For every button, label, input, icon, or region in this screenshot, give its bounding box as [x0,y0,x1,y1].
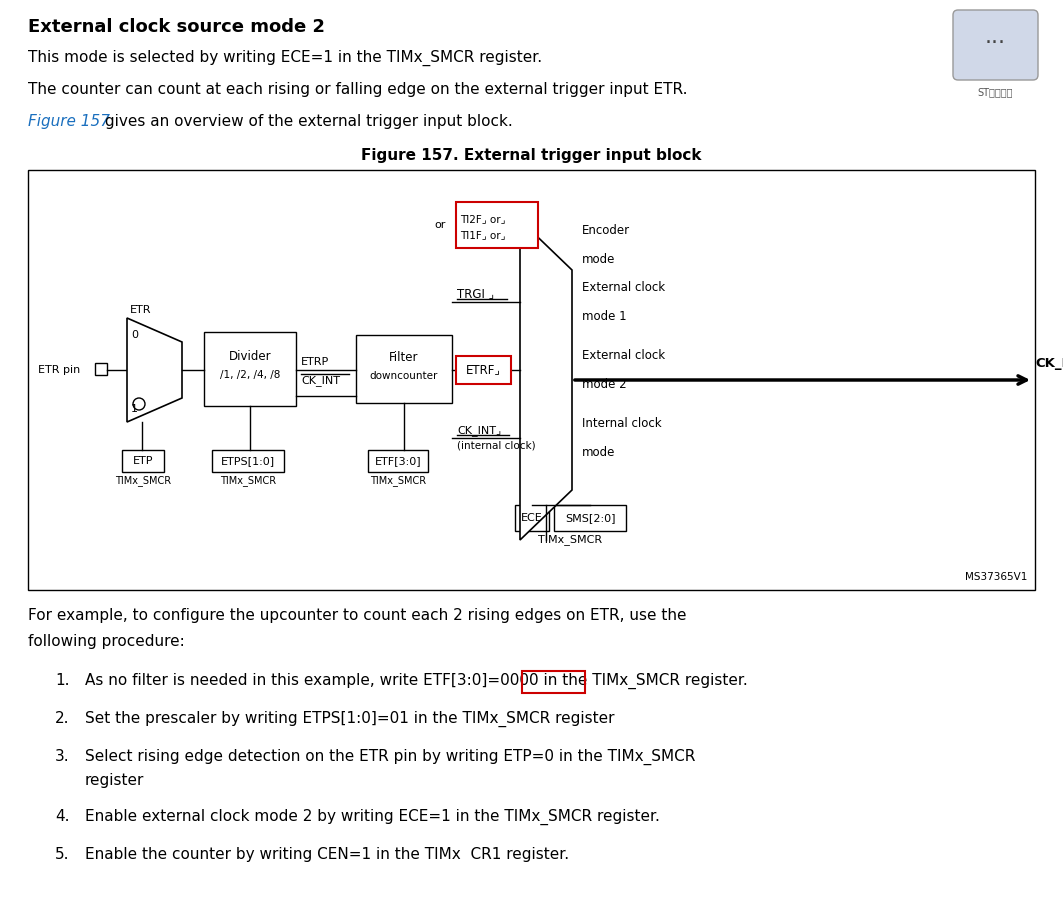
Text: ETPS[1:0]: ETPS[1:0] [221,456,275,466]
Bar [554,505,626,531]
Text: Filter: Filter [389,351,419,364]
Text: TIMx_SMCR: TIMx_SMCR [115,475,171,486]
Bar [204,332,296,406]
Text: ETP: ETP [133,456,153,466]
Text: 4.: 4. [55,809,69,824]
Text: ETR pin: ETR pin [38,365,80,375]
Text: SMS[2:0]: SMS[2:0] [564,513,615,523]
Text: 5.: 5. [55,847,69,862]
Text: Figure 157: Figure 157 [28,114,109,129]
Text: The counter can count at each rising or falling edge on the external trigger inp: The counter can count at each rising or … [28,82,688,97]
Bar [522,671,585,693]
Text: TIMx_SMCR: TIMx_SMCR [220,475,276,486]
Text: As no filter is needed in this example, write ETF[3:0]=0000 in the TIMx_SMCR reg: As no filter is needed in this example, … [85,673,747,689]
Bar [95,363,107,375]
Bar [456,202,538,248]
Text: 3.: 3. [55,749,69,764]
Text: downcounter: downcounter [370,371,438,381]
FancyBboxPatch shape [954,10,1037,80]
Text: 1: 1 [131,404,138,414]
Text: TIMx_SMCR: TIMx_SMCR [539,534,603,544]
Text: ...: ... [984,27,1006,47]
Text: gives an overview of the external trigger input block.: gives an overview of the external trigge… [100,114,512,129]
Text: ST中文论坛: ST中文论坛 [977,87,1013,97]
Text: following procedure:: following procedure: [28,634,185,649]
Bar [456,356,511,384]
Text: Enable the counter by writing CEN=1 in the TIMx  CR1 register.: Enable the counter by writing CEN=1 in t… [85,847,569,862]
Text: Figure 157. External trigger input block: Figure 157. External trigger input block [361,148,702,163]
Text: CK_INT: CK_INT [301,375,340,386]
Polygon shape [520,220,572,540]
Text: ETR: ETR [130,305,152,315]
Circle shape [133,398,145,410]
Text: TIMx_SMCR: TIMx_SMCR [370,475,426,486]
Text: TRGI ⌟: TRGI ⌟ [457,287,494,300]
Text: Set the prescaler by writing ETPS[1:0]=01 in the TIMx_SMCR register: Set the prescaler by writing ETPS[1:0]=0… [85,711,614,727]
Text: mode: mode [583,253,615,266]
Text: This mode is selected by writing ECE=1 in the TIMx_SMCR register.: This mode is selected by writing ECE=1 i… [28,50,542,66]
Text: 0: 0 [131,330,138,340]
Bar [514,505,549,531]
Text: 2.: 2. [55,711,69,726]
Text: Encoder: Encoder [583,224,630,237]
Text: External clock: External clock [583,281,665,294]
Text: External clock: External clock [583,349,665,362]
Bar [122,450,164,472]
Text: or: or [434,220,445,230]
Text: ETRP: ETRP [301,357,330,367]
Text: ETRF⌟: ETRF⌟ [466,363,501,377]
Text: mode 1: mode 1 [583,310,626,323]
Text: TI2F⌟ or⌟: TI2F⌟ or⌟ [460,214,506,224]
Bar [28,170,1035,590]
Bar [368,450,428,472]
Text: Divider: Divider [229,350,271,363]
Text: TI1F⌟ or⌟: TI1F⌟ or⌟ [460,230,506,240]
Text: For example, to configure the upcounter to count each 2 rising edges on ETR, use: For example, to configure the upcounter … [28,608,687,623]
Text: mode: mode [583,446,615,459]
Text: /1, /2, /4, /8: /1, /2, /4, /8 [220,370,281,380]
Text: mode 2: mode 2 [583,378,626,391]
Text: CK_INT⌟: CK_INT⌟ [457,425,502,436]
Text: (internal clock): (internal clock) [457,440,536,450]
Text: MS37365V1: MS37365V1 [964,572,1027,582]
Bar [212,450,284,472]
Text: 1.: 1. [55,673,69,688]
Bar [356,335,452,403]
Text: CK_PSC: CK_PSC [1035,357,1063,370]
Text: Select rising edge detection on the ETR pin by writing ETP=0 in the TIMx_SMCR: Select rising edge detection on the ETR … [85,749,695,765]
Text: External clock source mode 2: External clock source mode 2 [28,18,325,36]
Text: Enable external clock mode 2 by writing ECE=1 in the TIMx_SMCR register.: Enable external clock mode 2 by writing … [85,809,660,825]
Text: register: register [85,773,145,788]
Text: ETF[3:0]: ETF[3:0] [374,456,421,466]
Polygon shape [126,318,182,422]
Text: ECE: ECE [521,513,543,523]
Text: Internal clock: Internal clock [583,417,661,430]
